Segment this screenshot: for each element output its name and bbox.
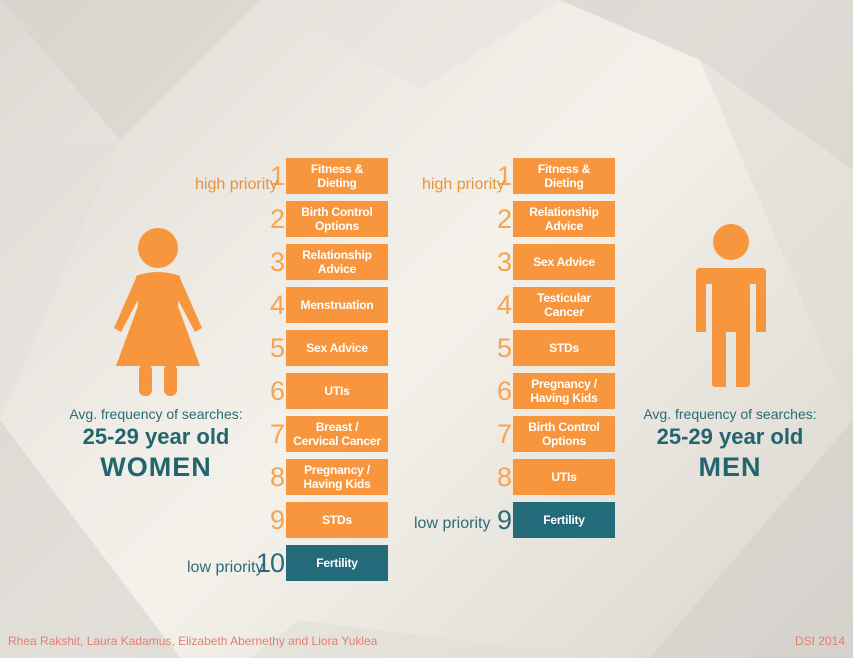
women-item-7: Breast / Cervical Cancer xyxy=(286,416,388,452)
women-high-priority-label: high priority xyxy=(195,176,278,193)
women-rank-5: 5 xyxy=(269,333,285,363)
women-item-3: Relationship Advice xyxy=(286,244,388,280)
women-rank-9: 9 xyxy=(269,505,285,535)
women-rank-7: 7 xyxy=(269,419,285,449)
men-rank-4: 4 xyxy=(496,290,512,320)
women-item-5: Sex Advice xyxy=(286,330,388,366)
men-rank-2: 2 xyxy=(496,204,512,234)
men-item-8: UTIs xyxy=(513,459,615,495)
women-low-priority-label: low priority xyxy=(187,559,264,576)
men-item-3: Sex Advice xyxy=(513,244,615,280)
women-item-9: STDs xyxy=(286,502,388,538)
men-low-priority-label: low priority xyxy=(414,515,491,532)
footer-source: DSI 2014 xyxy=(794,634,845,648)
men-item-1: Fitness & Dieting xyxy=(513,158,615,194)
women-item-2: Birth Control Options xyxy=(286,201,388,237)
men-rank-8: 8 xyxy=(496,462,512,492)
women-avg-label: Avg. frequency of searches: xyxy=(69,406,243,422)
men-rank-5: 5 xyxy=(496,333,512,363)
men-rank-6: 6 xyxy=(496,376,512,406)
men-rank-1: 1 xyxy=(496,161,512,191)
women-age-label: 25-29 year old xyxy=(82,424,230,449)
women-rank-4: 4 xyxy=(269,290,285,320)
men-item-4: Testicular Cancer xyxy=(513,287,615,323)
man-icon xyxy=(696,224,766,387)
men-avg-label: Avg. frequency of searches: xyxy=(643,406,817,422)
woman-icon xyxy=(114,228,202,396)
women-item-4: Menstruation xyxy=(286,287,388,323)
women-rank-8: 8 xyxy=(269,462,285,492)
women-rank-2: 2 xyxy=(269,204,285,234)
men-rank-3: 3 xyxy=(496,247,512,277)
men-age-label: 25-29 year old xyxy=(656,424,804,449)
men-item-7: Birth Control Options xyxy=(513,416,615,452)
women-gender-label: WOMEN xyxy=(100,452,212,482)
women-item-1: Fitness & Dieting xyxy=(286,158,388,194)
footer-authors: Rhea Rakshit, Laura Kadamus, Elizabeth A… xyxy=(8,634,378,648)
women-rank-10: 10 xyxy=(255,548,285,578)
men-rank-9: 9 xyxy=(496,505,512,535)
men-item-9: Fertility xyxy=(513,502,615,538)
men-item-6: Pregnancy / Having Kids xyxy=(513,373,615,409)
women-rank-3: 3 xyxy=(269,247,285,277)
men-item-5: STDs xyxy=(513,330,615,366)
women-item-8: Pregnancy / Having Kids xyxy=(286,459,388,495)
men-item-2: Relationship Advice xyxy=(513,201,615,237)
women-rank-1: 1 xyxy=(269,161,285,191)
men-gender-label: MEN xyxy=(698,452,762,482)
women-rank-6: 6 xyxy=(269,376,285,406)
men-high-priority-label: high priority xyxy=(422,176,505,193)
men-rank-7: 7 xyxy=(496,419,512,449)
women-item-10: Fertility xyxy=(286,545,388,581)
women-item-6: UTIs xyxy=(286,373,388,409)
